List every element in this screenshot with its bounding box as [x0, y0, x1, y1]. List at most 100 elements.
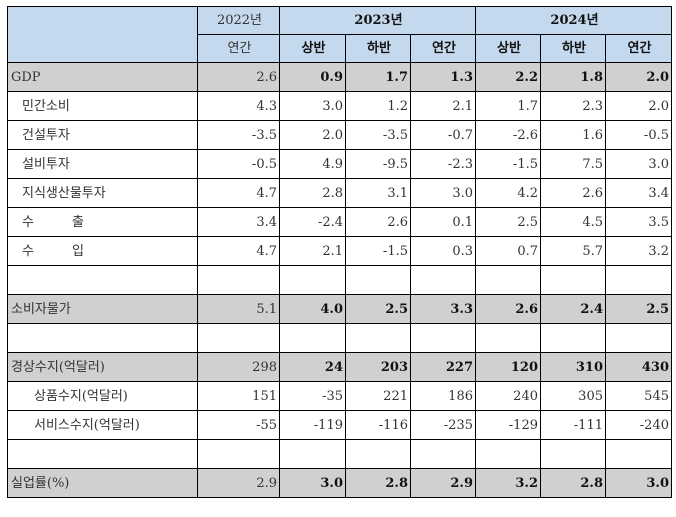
cell-value	[279, 439, 346, 469]
cell-value	[540, 323, 606, 353]
cell-value	[345, 439, 411, 469]
row-label: 실업률(%)	[7, 468, 198, 498]
cell-value: 2.1	[279, 236, 346, 266]
cell-value: 186	[410, 381, 476, 411]
header-period-2024-h1: 상반	[475, 34, 541, 63]
cell-value: 3.4	[605, 178, 672, 208]
cell-value: -2.3	[410, 149, 476, 179]
cell-value: 3.0	[605, 149, 672, 179]
header-period-2024-h2: 하반	[540, 34, 606, 63]
cell-value: -240	[605, 410, 672, 440]
cell-value: -2.6	[475, 120, 541, 150]
row-label: 경상수지(억달러)	[7, 352, 198, 382]
cell-value: -35	[279, 381, 346, 411]
cell-value: 4.2	[475, 178, 541, 208]
table-row-ip-investment: 지식생산물투자 4.7 2.8 3.1 3.0 4.2 2.6 3.4	[7, 178, 672, 208]
cell-value	[279, 323, 346, 353]
cell-value: -235	[410, 410, 476, 440]
cell-value	[605, 265, 672, 295]
cell-value: 2.0	[605, 62, 672, 92]
cell-value	[475, 323, 541, 353]
cell-value: 2.6	[540, 178, 606, 208]
cell-value: 2.8	[540, 468, 606, 498]
cell-value: 0.7	[475, 236, 541, 266]
row-label-part-a: 수	[22, 214, 34, 230]
row-label: GDP	[7, 62, 198, 92]
cell-value: 3.0	[410, 178, 476, 208]
cell-value: 1.7	[475, 91, 541, 121]
cell-value: 3.1	[345, 178, 411, 208]
row-label: 상품수지(억달러)	[7, 381, 198, 411]
cell-value: -1.5	[345, 236, 411, 266]
cell-value: 310	[540, 352, 606, 382]
row-label-part-b: 출	[71, 214, 84, 230]
cell-value: -55	[197, 410, 280, 440]
cell-value	[540, 439, 606, 469]
row-label: 소비자물가	[7, 294, 198, 324]
cell-value: -111	[540, 410, 606, 440]
cell-value: 3.3	[410, 294, 476, 324]
table-row-spacer	[7, 439, 672, 469]
cell-value: 4.5	[540, 207, 606, 237]
cell-value: 2.5	[475, 207, 541, 237]
cell-value: 24	[279, 352, 346, 382]
row-label: 민간소비	[7, 91, 198, 121]
cell-value: 2.5	[605, 294, 672, 324]
header-period-2023-annual: 연간	[410, 34, 476, 63]
cell-value: 2.4	[540, 294, 606, 324]
table-row-spacer	[7, 265, 672, 295]
cell-value: 2.3	[540, 91, 606, 121]
cell-value: 3.5	[605, 207, 672, 237]
cell-value	[197, 265, 280, 295]
row-label	[7, 323, 198, 353]
header-year-row: 2022년 2023년 2024년	[7, 6, 672, 63]
cell-value: 298	[197, 352, 280, 382]
cell-value: 2.1	[410, 91, 476, 121]
cell-value	[605, 439, 672, 469]
cell-value: 3.0	[279, 468, 346, 498]
cell-value: -3.5	[345, 120, 411, 150]
cell-value: 2.6	[475, 294, 541, 324]
cell-value: 1.2	[345, 91, 411, 121]
cell-value: -0.5	[605, 120, 672, 150]
table-row-consumer-prices: 소비자물가 5.1 4.0 2.5 3.3 2.6 2.4 2.5	[7, 294, 672, 324]
cell-value	[345, 265, 411, 295]
cell-value: 227	[410, 352, 476, 382]
row-label: 건설투자	[7, 120, 198, 150]
row-label: 서비스수지(억달러)	[7, 410, 198, 440]
cell-value: 2.5	[345, 294, 411, 324]
cell-value: 240	[475, 381, 541, 411]
table-row-gdp: GDP 2.6 0.9 1.7 1.3 2.2 1.8 2.0	[7, 62, 672, 92]
cell-value: 0.9	[279, 62, 346, 92]
cell-value: 203	[345, 352, 411, 382]
table-row-construction-investment: 건설투자 -3.5 2.0 -3.5 -0.7 -2.6 1.6 -0.5	[7, 120, 672, 150]
cell-value: 1.7	[345, 62, 411, 92]
cell-value: 5.1	[197, 294, 280, 324]
cell-value: 4.7	[197, 178, 280, 208]
cell-value	[345, 323, 411, 353]
cell-value: 1.6	[540, 120, 606, 150]
cell-value: 2.2	[475, 62, 541, 92]
cell-value: 1.8	[540, 62, 606, 92]
row-label: 설비투자	[7, 149, 198, 179]
table-row-services-balance: 서비스수지(억달러) -55 -119 -116 -235 -129 -111 …	[7, 410, 672, 440]
row-label-part-b: 입	[71, 243, 84, 259]
cell-value: -2.4	[279, 207, 346, 237]
cell-value: 4.3	[197, 91, 280, 121]
cell-value	[475, 265, 541, 295]
table-row-spacer	[7, 323, 672, 353]
cell-value: -129	[475, 410, 541, 440]
header-year-2022: 2022년	[197, 6, 280, 35]
cell-value: 430	[605, 352, 672, 382]
cell-value: 3.0	[605, 468, 672, 498]
cell-value	[197, 323, 280, 353]
cell-value: 2.6	[197, 62, 280, 92]
table-row-current-account: 경상수지(억달러) 298 24 203 227 120 310 430	[7, 352, 672, 382]
header-year-2023: 2023년	[279, 6, 476, 35]
header-period-2023-h2: 하반	[345, 34, 411, 63]
cell-value: 4.9	[279, 149, 346, 179]
